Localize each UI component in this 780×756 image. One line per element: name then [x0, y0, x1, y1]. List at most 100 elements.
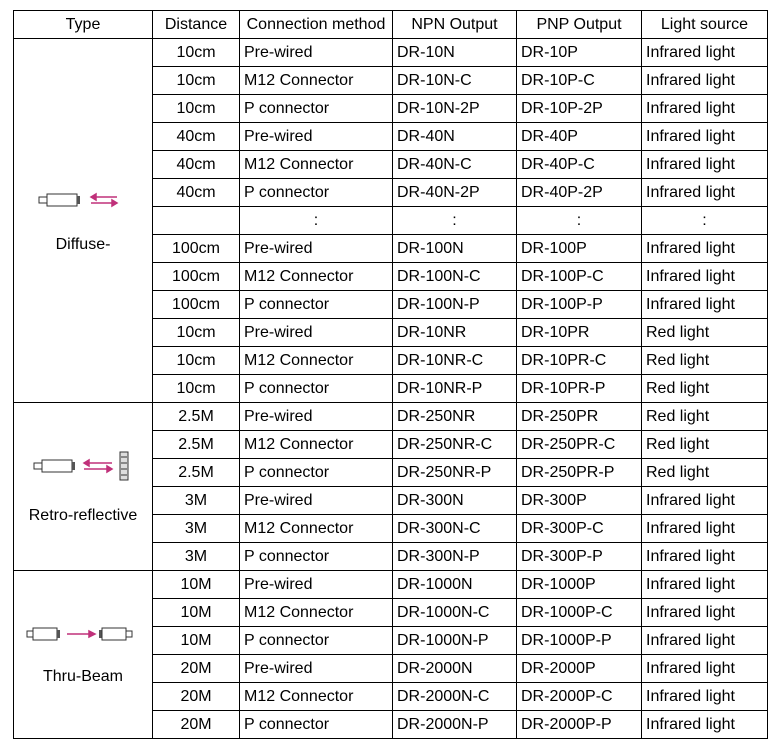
ellipsis-cell: : [516, 206, 642, 235]
table-cell: Infrared light [641, 710, 768, 739]
table-cell: P connector [239, 710, 393, 739]
table-cell: DR-2000P [516, 654, 642, 683]
table-row: 2.5M M12 Connector DR-250NR-C DR-250PR-C Red… [14, 430, 768, 459]
type-label: Diffuse- [55, 235, 111, 253]
table-cell: DR-100P [516, 234, 642, 263]
table-cell: M12 Connector [239, 346, 393, 375]
distance-cell: 2.5M [152, 402, 240, 431]
table-body: Diffuse- 10cm Pre-wired DR-10N DR-10P Infrare… [13, 38, 768, 739]
table-cell: DR-1000N-C [392, 598, 517, 627]
table-cell: Pre-wired [239, 38, 393, 67]
distance-cell: 10cm [152, 318, 240, 347]
distance-cell: 10M [152, 626, 240, 655]
type-cell: Diffuse- [13, 38, 153, 403]
table-cell: DR-40N [392, 122, 517, 151]
distance-cell: 20M [152, 710, 240, 739]
table-row: 20M Pre-wired DR-2000N DR-2000P Infrared lig… [14, 654, 768, 683]
table-cell: Infrared light [641, 542, 768, 571]
table-cell: DR-40N-2P [392, 178, 517, 207]
table-cell: Infrared light [641, 514, 768, 543]
table-cell: Red light [641, 346, 768, 375]
table-cell: DR-10NR [392, 318, 517, 347]
table-row: 10cm M12 Connector DR-10N-C DR-10P-C Infrare… [14, 66, 768, 95]
distance-cell: 20M [152, 682, 240, 711]
table-cell: Red light [641, 458, 768, 487]
column-header: Connection method [239, 10, 393, 39]
distance-cell: 2.5M [152, 430, 240, 459]
table-cell: DR-300P [516, 486, 642, 515]
table-cell: DR-100N [392, 234, 517, 263]
type-label: Thru-Beam [42, 667, 124, 685]
table-cell: DR-40P [516, 122, 642, 151]
table-cell: DR-1000P-P [516, 626, 642, 655]
table-row: 3M M12 Connector DR-300N-C DR-300P-C Infrare… [14, 514, 768, 543]
distance-cell: 40cm [152, 178, 240, 207]
table-cell: DR-10P-C [516, 66, 642, 95]
table-cell: DR-300N-P [392, 542, 517, 571]
table-cell: Red light [641, 402, 768, 431]
table-cell: Infrared light [641, 178, 768, 207]
type-box: Thru-Beam [15, 624, 152, 686]
table-cell: Infrared light [641, 626, 768, 655]
table-cell: DR-100P-P [516, 290, 642, 319]
table-cell: DR-1000N-P [392, 626, 517, 655]
ellipsis-cell: : [392, 206, 517, 235]
table-cell: DR-1000P-C [516, 598, 642, 627]
distance-cell: 10M [152, 570, 240, 599]
distance-cell: 20M [152, 654, 240, 683]
distance-cell: 100cm [152, 234, 240, 263]
table-cell: M12 Connector [239, 262, 393, 291]
table-cell: Pre-wired [239, 654, 393, 683]
table-cell: DR-10NR-P [392, 374, 517, 403]
table-cell: DR-40P-C [516, 150, 642, 179]
table-row: 20M M12 Connector DR-2000N-C DR-2000P-C Infr… [14, 682, 768, 711]
distance-cell: 3M [152, 542, 240, 571]
table-row: Thru-Beam 10M Pre-wired DR-1000N DR-1000P Inf… [13, 570, 768, 739]
ellipsis-cell: : [239, 206, 393, 235]
table-cell: DR-2000N [392, 654, 517, 683]
table-cell: DR-10N [392, 38, 517, 67]
table-cell: Infrared light [641, 234, 768, 263]
table-cell: P connector [239, 458, 393, 487]
table-cell: DR-10PR-C [516, 346, 642, 375]
model-table: Type Distance Connection method NPN Output P… [13, 10, 768, 739]
table-cell: Pre-wired [239, 234, 393, 263]
distance-cell: 10M [152, 598, 240, 627]
table-cell: Infrared light [641, 262, 768, 291]
distance-cell: 2.5M [152, 458, 240, 487]
table-cell: M12 Connector [239, 682, 393, 711]
table-row: 20M P connector DR-2000N-P DR-2000P-P Infrar… [14, 710, 768, 739]
type-box: Retro-reflective [15, 449, 152, 525]
table-cell: Red light [641, 318, 768, 347]
table-cell: DR-250PR-C [516, 430, 642, 459]
table-row: Diffuse- 10cm Pre-wired DR-10N DR-10P Infrare… [13, 38, 768, 403]
table-cell: M12 Connector [239, 150, 393, 179]
table-cell: Pre-wired [239, 486, 393, 515]
table-cell: Pre-wired [239, 318, 393, 347]
type-box: Diffuse- [15, 188, 152, 254]
table-cell: DR-10PR-P [516, 374, 642, 403]
table-row: 40cm M12 Connector DR-40N-C DR-40P-C Infrare… [14, 150, 768, 179]
table-cell: Infrared light [641, 38, 768, 67]
table-cell: DR-300N [392, 486, 517, 515]
table-cell: DR-10NR-C [392, 346, 517, 375]
table-cell: M12 Connector [239, 598, 393, 627]
table-cell: Red light [641, 374, 768, 403]
table-cell: Infrared light [641, 682, 768, 711]
distance-cell: 10cm [152, 66, 240, 95]
table-cell: DR-250PR-P [516, 458, 642, 487]
table-cell: DR-1000N [392, 570, 517, 599]
column-header: PNP Output [516, 10, 642, 39]
distance-cell: 10cm [152, 94, 240, 123]
column-header: NPN Output [392, 10, 517, 39]
table-cell: Infrared light [641, 598, 768, 627]
table-cell: DR-250NR-C [392, 430, 517, 459]
distance-cell: 40cm [152, 122, 240, 151]
ellipsis-cell: : [641, 206, 768, 235]
table-cell: DR-10N-C [392, 66, 517, 95]
table-cell: DR-10P [516, 38, 642, 67]
thru-icon [26, 627, 133, 640]
table-cell: DR-10P-2P [516, 94, 642, 123]
table-cell: DR-250NR [392, 402, 517, 431]
